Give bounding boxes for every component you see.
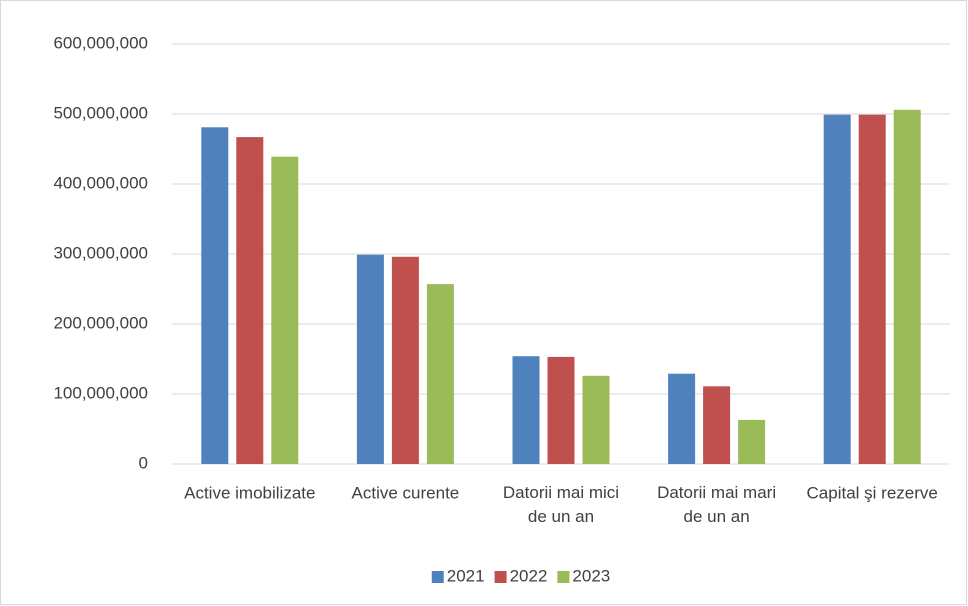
y-tick-label: 0 (139, 453, 148, 472)
bar (582, 375, 610, 464)
legend-swatch (557, 571, 570, 583)
x-tick-label: Active curente (352, 483, 460, 502)
bar (823, 114, 851, 464)
legend-label: 2023 (572, 566, 610, 585)
bar (738, 419, 766, 464)
bar (236, 137, 264, 464)
legend-label: 2021 (447, 566, 485, 585)
y-tick-label: 300,000,000 (53, 243, 148, 262)
y-tick-label: 200,000,000 (53, 313, 148, 332)
legend-item: 2022 (494, 566, 548, 585)
x-tick-label-line: de un an (684, 507, 750, 526)
bar (512, 356, 540, 464)
y-tick-label: 100,000,000 (53, 383, 148, 402)
bar (703, 386, 731, 464)
x-tick-label-line: de un an (528, 507, 594, 526)
x-tick-label: Capital şi rezerve (807, 483, 938, 502)
x-tick-label: Datorii mai mari de un an (657, 483, 776, 526)
bar (858, 114, 886, 464)
legend-label: 2022 (510, 566, 548, 585)
bar (391, 256, 419, 464)
bar (201, 127, 229, 465)
bar (547, 356, 575, 464)
legend-swatch (494, 571, 507, 583)
legend-item: 2021 (431, 566, 485, 585)
bar (668, 373, 696, 464)
legend-item: 2023 (557, 566, 610, 585)
legend-swatch (431, 571, 444, 583)
x-tick-label-line: Datorii mai mici (503, 483, 619, 502)
x-tick-label-line: Datorii mai mari (657, 483, 776, 502)
bar (271, 156, 299, 464)
bar (893, 109, 921, 465)
y-tick-label: 600,000,000 (53, 33, 148, 52)
bar (426, 284, 454, 464)
bar (356, 254, 384, 464)
x-tick-label: Active imobilizate (184, 483, 315, 502)
x-tick-label: Datorii mai mici de un an (503, 483, 619, 526)
y-tick-label: 400,000,000 (53, 173, 148, 192)
y-tick-label: 500,000,000 (53, 103, 148, 122)
